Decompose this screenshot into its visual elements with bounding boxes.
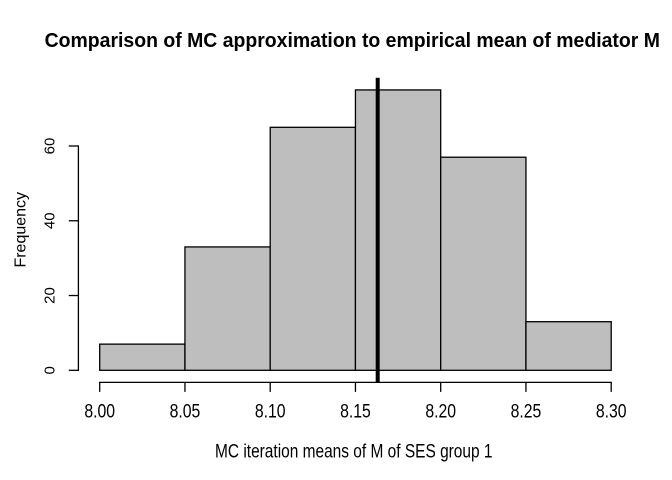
svg-text:8.20: 8.20	[425, 400, 456, 422]
svg-text:8.30: 8.30	[596, 400, 627, 422]
svg-text:40: 40	[41, 212, 58, 229]
svg-text:8.15: 8.15	[340, 400, 371, 422]
svg-text:8.05: 8.05	[170, 400, 201, 422]
svg-text:MC iteration means of M of SES: MC iteration means of M of SES group 1	[215, 440, 492, 462]
svg-text:8.00: 8.00	[84, 400, 115, 422]
svg-text:Frequency: Frequency	[13, 192, 30, 268]
svg-text:20: 20	[41, 287, 58, 304]
svg-text:0: 0	[41, 366, 58, 374]
svg-text:Comparison of MC approximation: Comparison of MC approximation to empiri…	[45, 30, 660, 53]
svg-text:8.25: 8.25	[511, 400, 542, 422]
svg-text:8.10: 8.10	[255, 400, 286, 422]
svg-text:60: 60	[41, 138, 58, 155]
